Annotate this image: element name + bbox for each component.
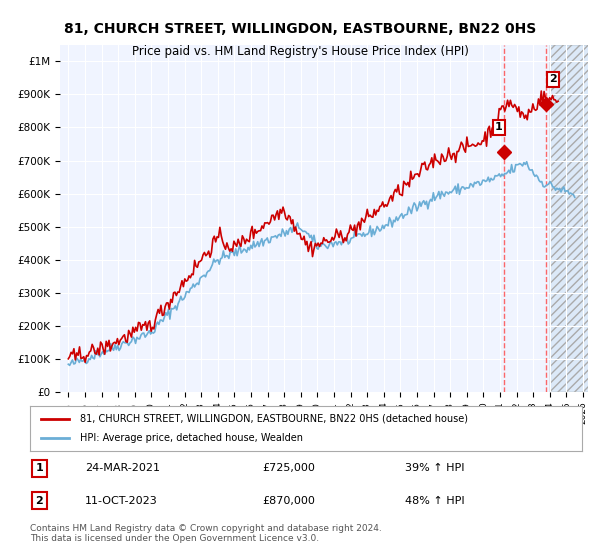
Text: 2: 2 xyxy=(35,496,43,506)
Text: 1: 1 xyxy=(35,463,43,473)
Text: 81, CHURCH STREET, WILLINGDON, EASTBOURNE, BN22 0HS: 81, CHURCH STREET, WILLINGDON, EASTBOURN… xyxy=(64,22,536,36)
Text: £725,000: £725,000 xyxy=(262,463,315,473)
Text: 11-OCT-2023: 11-OCT-2023 xyxy=(85,496,158,506)
Text: 81, CHURCH STREET, WILLINGDON, EASTBOURNE, BN22 0HS (detached house): 81, CHURCH STREET, WILLINGDON, EASTBOURN… xyxy=(80,413,467,423)
Text: 39% ↑ HPI: 39% ↑ HPI xyxy=(406,463,465,473)
Text: 24-MAR-2021: 24-MAR-2021 xyxy=(85,463,160,473)
Text: Price paid vs. HM Land Registry's House Price Index (HPI): Price paid vs. HM Land Registry's House … xyxy=(131,45,469,58)
Text: HPI: Average price, detached house, Wealden: HPI: Average price, detached house, Weal… xyxy=(80,433,302,444)
Text: Contains HM Land Registry data © Crown copyright and database right 2024.
This d: Contains HM Land Registry data © Crown c… xyxy=(30,524,382,543)
Text: 48% ↑ HPI: 48% ↑ HPI xyxy=(406,496,465,506)
Text: 2: 2 xyxy=(549,74,557,85)
Text: 1: 1 xyxy=(495,123,503,132)
Bar xyxy=(550,45,592,392)
Text: £870,000: £870,000 xyxy=(262,496,315,506)
